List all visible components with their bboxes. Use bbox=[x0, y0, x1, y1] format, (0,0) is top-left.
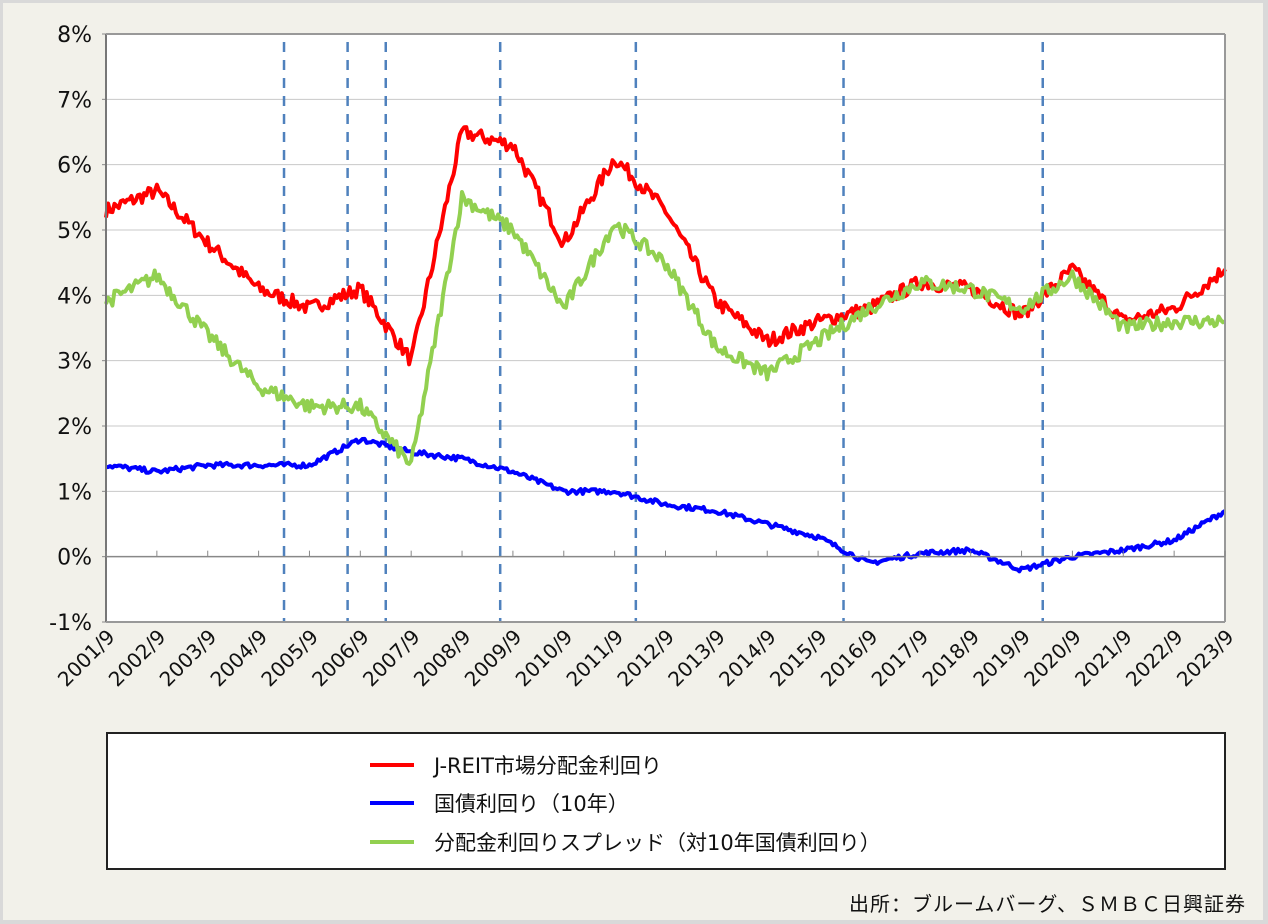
series-lines bbox=[104, 125, 1227, 574]
y-tick-label: 5% bbox=[57, 219, 92, 244]
legend-item-jreit: J-REIT市場分配金利回り bbox=[370, 750, 662, 780]
red-line-swatch-icon bbox=[370, 763, 414, 767]
x-axis-ticks: 2001/92002/92003/92004/92005/92006/92007… bbox=[53, 625, 1239, 692]
legend-item-jgb: 国債利回り（10年） bbox=[370, 788, 629, 818]
y-tick-label: 1% bbox=[57, 480, 92, 505]
y-tick-label: 6% bbox=[57, 154, 92, 179]
blue-line-swatch-icon bbox=[370, 801, 414, 805]
legend-label: J-REIT市場分配金利回り bbox=[434, 754, 662, 778]
y-tick-label: 8% bbox=[57, 23, 92, 48]
green-line-swatch-icon bbox=[370, 840, 414, 844]
series-line bbox=[104, 190, 1226, 466]
y-tick-label: 4% bbox=[57, 284, 92, 309]
y-tick-label: -1% bbox=[49, 611, 92, 636]
y-axis-ticks: -1% 0% 1% 2% 3% 4% 5% 6% 7% 8% bbox=[49, 23, 92, 636]
y-tick-label: 7% bbox=[57, 88, 92, 113]
y-tick-label: 2% bbox=[57, 415, 92, 440]
axes bbox=[102, 33, 1226, 623]
legend-label: 分配金利回りスプレッド（対10年国債利回り） bbox=[434, 831, 881, 855]
series-line bbox=[105, 436, 1227, 574]
legend-label: 国債利回り（10年） bbox=[434, 792, 629, 816]
source-note: 出所：ブルームバーグ、ＳＭＢＣ日興証券 bbox=[849, 892, 1246, 916]
y-tick-label: 3% bbox=[57, 350, 92, 375]
series-line bbox=[104, 125, 1227, 367]
x-tick-label: 2023/9 bbox=[1172, 625, 1239, 692]
legend: J-REIT市場分配金利回り 国債利回り（10年） 分配金利回りスプレッド（対1… bbox=[106, 732, 1226, 870]
legend-item-spread: 分配金利回りスプレッド（対10年国債利回り） bbox=[370, 827, 881, 857]
plot-area bbox=[106, 34, 1225, 622]
y-tick-label: 0% bbox=[57, 546, 92, 571]
